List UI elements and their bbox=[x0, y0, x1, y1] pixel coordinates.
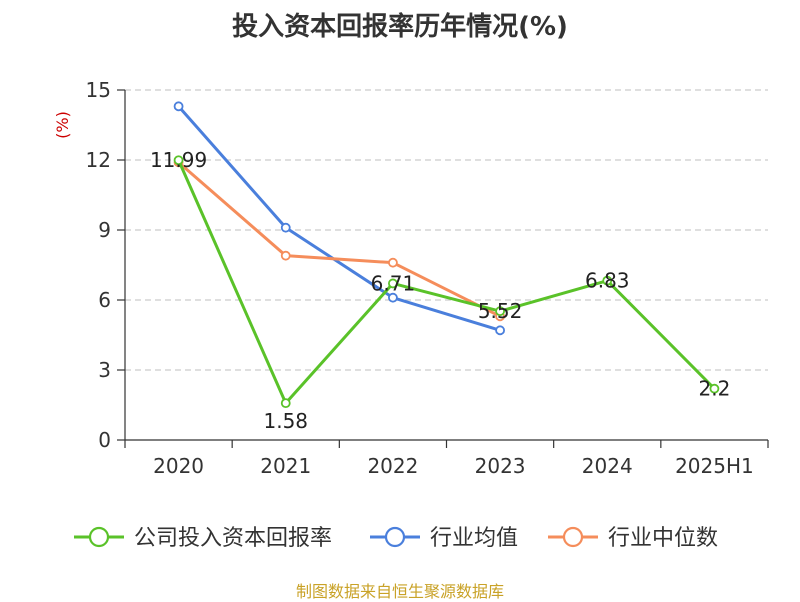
data-point bbox=[280, 222, 291, 233]
series-line bbox=[177, 105, 501, 332]
data-label: 6.83 bbox=[585, 269, 630, 293]
data-point bbox=[495, 325, 505, 336]
y-tick-label: 15 bbox=[86, 78, 111, 102]
data-point bbox=[709, 383, 720, 394]
x-tick-label: 2025H1 bbox=[675, 454, 754, 478]
legend-label: 行业均值 bbox=[430, 526, 518, 551]
y-tick-label: 0 bbox=[98, 428, 111, 452]
legend-swatch-marker bbox=[384, 526, 406, 548]
data-point bbox=[280, 398, 291, 409]
data-label: 6.71 bbox=[371, 271, 416, 295]
series-line bbox=[177, 161, 501, 318]
data-point bbox=[173, 155, 184, 166]
y-tick-label: 12 bbox=[86, 148, 111, 172]
data-point bbox=[280, 250, 291, 261]
chart-title: 投入资本回报率历年情况(%) bbox=[232, 12, 568, 42]
x-tick-label: 2022 bbox=[367, 454, 418, 478]
data-label: 11.99 bbox=[150, 148, 207, 172]
x-tick-label: 2020 bbox=[153, 454, 204, 478]
data-label: 1.58 bbox=[263, 409, 308, 433]
y-axis-label: (%) bbox=[53, 111, 72, 139]
legend-label: 公司投入资本回报率 bbox=[134, 526, 332, 551]
x-tick-label: 2021 bbox=[260, 454, 311, 478]
data-point bbox=[388, 292, 398, 303]
series-line bbox=[177, 159, 716, 405]
x-tick-label: 2023 bbox=[475, 454, 526, 478]
data-point bbox=[173, 101, 184, 112]
data-point bbox=[495, 306, 505, 317]
data-label: 5.52 bbox=[478, 299, 523, 323]
data-point bbox=[602, 275, 613, 286]
y-tick-label: 6 bbox=[98, 288, 111, 312]
legend-swatch-marker bbox=[562, 526, 584, 548]
legend-label: 行业中位数 bbox=[608, 526, 718, 551]
source-note: 制图数据来自恒生聚源数据库 bbox=[295, 582, 504, 601]
data-point bbox=[388, 257, 398, 268]
data-label: 2.2 bbox=[699, 377, 731, 401]
legend-swatch-marker bbox=[88, 526, 110, 548]
y-tick-label: 9 bbox=[98, 218, 111, 242]
y-tick-label: 3 bbox=[98, 358, 111, 382]
x-tick-label: 2024 bbox=[582, 454, 633, 478]
data-point bbox=[388, 278, 398, 289]
